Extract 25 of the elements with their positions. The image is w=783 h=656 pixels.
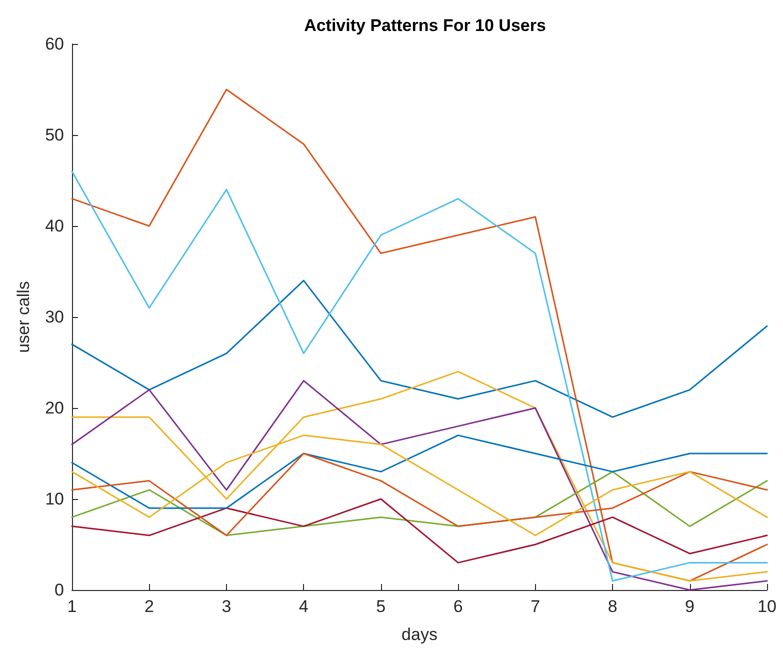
x-tick-label: 8 (608, 597, 618, 616)
y-axis-title: user calls (14, 281, 33, 353)
x-tick-label: 10 (758, 597, 776, 616)
line-series (71, 88, 768, 582)
chart-title: Activity Patterns For 10 Users (304, 16, 546, 35)
x-tick-label: 1 (67, 597, 77, 616)
line-series (71, 170, 768, 582)
y-tick-label: 10 (45, 490, 64, 508)
y-tick-label: 50 (45, 126, 64, 144)
x-axis-title: days (402, 625, 438, 644)
x-tick-label: 3 (222, 597, 232, 616)
y-tick-label: 30 (45, 308, 64, 326)
x-tick-label: 6 (453, 597, 463, 616)
x-tick-label: 5 (376, 597, 386, 616)
y-tick-label: 0 (54, 580, 64, 600)
y-tick-label: 40 (45, 216, 64, 236)
x-tick-label: 9 (685, 597, 695, 616)
y-tick-label: 60 (45, 34, 64, 54)
line-series (71, 498, 768, 564)
x-tick-label: 2 (144, 597, 154, 616)
x-tick-label: 7 (530, 597, 540, 616)
line-series (71, 434, 768, 509)
line-series (71, 280, 768, 418)
x-tick-label: 4 (298, 597, 308, 616)
y-tick-label: 20 (45, 398, 64, 418)
